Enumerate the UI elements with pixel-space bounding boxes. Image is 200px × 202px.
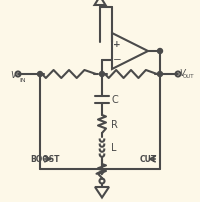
Text: V: V [10,70,16,79]
Text: +: + [113,39,121,48]
Text: IN: IN [19,78,26,83]
Circle shape [158,72,162,77]
Circle shape [38,72,42,77]
Text: R: R [111,119,118,129]
Circle shape [158,49,162,54]
Text: −: − [113,55,121,65]
Text: CUT: CUT [139,155,157,164]
Text: V: V [179,68,185,77]
Text: L: L [111,142,116,152]
Circle shape [100,72,104,77]
Text: C: C [111,95,118,104]
Text: BOOST: BOOST [30,155,60,164]
Text: OUT: OUT [183,73,194,78]
